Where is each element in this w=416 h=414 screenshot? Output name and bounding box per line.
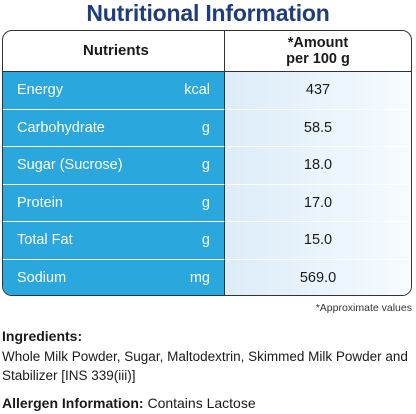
nutrient-value: 58.5 (225, 109, 411, 147)
allergen-info: Allergen Information: Contains Lactose (2, 395, 256, 411)
table-body: Energy kcal 437 Carbohydrate g 58.5 Suga… (3, 72, 411, 295)
nutrient-value: 17.0 (225, 184, 411, 222)
table-row: Sugar (Sucrose) g 18.0 (3, 147, 411, 185)
header-nutrients-label: Nutrients (83, 42, 149, 59)
table-row: Energy kcal 437 (3, 72, 411, 110)
table-row: Carbohydrate g 58.5 (3, 109, 411, 147)
nutrient-value: 569.0 (225, 259, 411, 295)
table-row: Total Fat g 15.0 (3, 222, 411, 260)
nutrient-name: Sodium (17, 269, 67, 286)
nutrient-cell: Energy kcal (3, 72, 225, 110)
ingredients-heading: Ingredients: (2, 328, 83, 344)
nutrient-name: Protein (17, 194, 63, 211)
nutrition-table: Nutrients *Amount per 100 g Energy kcal … (2, 30, 412, 296)
nutrient-value: 15.0 (225, 222, 411, 260)
nutrient-cell: Sodium mg (3, 259, 225, 295)
nutrient-cell: Sugar (Sucrose) g (3, 147, 225, 185)
nutrient-name: Total Fat (17, 232, 73, 248)
allergen-text: Contains Lactose (143, 395, 256, 411)
nutrient-name: Carbohydrate (17, 119, 105, 136)
ingredients-text: Whole Milk Powder, Sugar, Maltodextrin, … (2, 349, 408, 383)
nutrient-cell: Total Fat g (3, 222, 225, 260)
header-amount-line2: per 100 g (286, 51, 350, 67)
nutrient-unit: g (201, 194, 210, 211)
allergen-label: Allergen Information: (2, 395, 144, 411)
nutrient-unit: g (201, 232, 210, 248)
nutrient-value: 18.0 (225, 147, 411, 185)
nutrient-cell: Protein g (3, 184, 225, 222)
header-amount-line1: *Amount (287, 35, 349, 51)
table-header: Nutrients *Amount per 100 g (3, 31, 411, 72)
table-row: Sodium mg 569.0 (3, 259, 411, 295)
nutrient-value: 437 (225, 72, 411, 110)
page-title: Nutritional Information (86, 0, 330, 26)
nutrient-unit: g (201, 119, 210, 136)
nutrient-unit: kcal (184, 82, 210, 98)
table-row: Protein g 17.0 (3, 184, 411, 222)
nutrient-unit: g (201, 157, 210, 173)
nutrient-cell: Carbohydrate g (3, 109, 225, 147)
nutrient-unit: mg (189, 269, 210, 286)
header-amount: *Amount per 100 g (225, 31, 411, 71)
footnote: *Approximate values (315, 302, 412, 314)
nutrient-name: Energy (17, 82, 63, 98)
header-nutrients: Nutrients (3, 31, 225, 71)
nutrient-name: Sugar (Sucrose) (17, 157, 123, 173)
